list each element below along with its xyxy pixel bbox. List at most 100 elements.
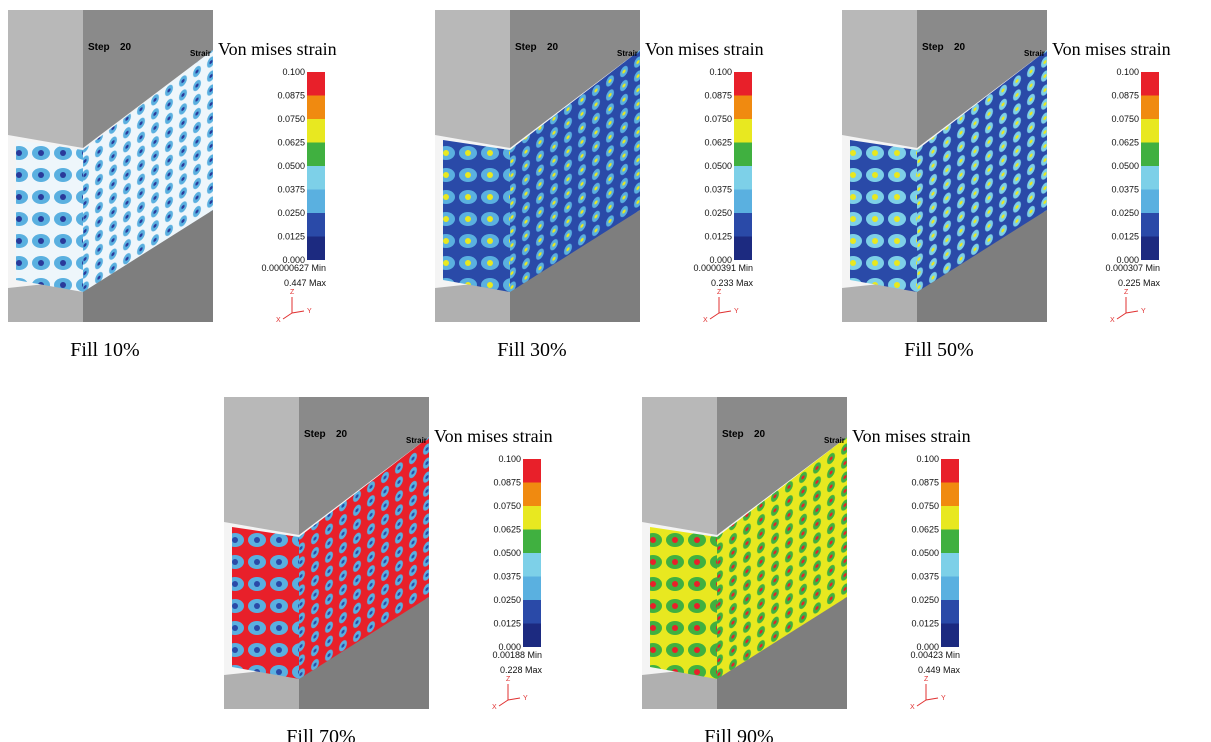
colorbar-band [734, 142, 752, 166]
colorbar-band [523, 553, 541, 577]
min-label: 0.0000391 Min [693, 263, 753, 273]
caption: Fill 30% [497, 339, 566, 361]
scale-label: 0.0625 [1111, 138, 1139, 148]
axis-x-label: X [276, 317, 281, 324]
axis-y-label: Y [734, 308, 739, 315]
scale-label: 0.0125 [704, 232, 732, 242]
colorbar-band [523, 482, 541, 506]
colorbar-band [523, 623, 541, 647]
colorbar-band [1141, 166, 1159, 190]
caption: Fill 90% [704, 726, 773, 742]
caption: Fill 70% [286, 726, 355, 742]
colorbar-band [1141, 213, 1159, 237]
legend-title: Von mises strain [645, 39, 764, 59]
scale-label: 0.0875 [704, 91, 732, 101]
axis-x [1116, 312, 1127, 320]
colorbar-band [307, 142, 325, 166]
caption: Fill 10% [70, 339, 139, 361]
colorbar-band [307, 213, 325, 237]
colorbar-band [307, 189, 325, 213]
upper-clamp-right [299, 397, 429, 535]
specimen-right [510, 50, 640, 292]
step-label: Step [88, 42, 110, 53]
axis-z-label: Z [290, 289, 295, 296]
strain-tag: Strair [824, 436, 845, 445]
colorbar-band [523, 459, 541, 483]
min-label: 0.00423 Min [910, 650, 960, 660]
scale-label: 0.0125 [493, 619, 521, 629]
axis-y [1125, 310, 1139, 314]
axis-x [916, 699, 927, 707]
max-label: 0.225 Max [1118, 278, 1161, 288]
scale-label: 0.0875 [493, 478, 521, 488]
colorbar-band [941, 553, 959, 577]
colorbar-band [307, 119, 325, 143]
colorbar-band [941, 459, 959, 483]
panel: Step 20 Strair Von mises strain 0.100 0.0875 0… [224, 397, 553, 742]
lower-clamp-top [842, 280, 917, 322]
scale-label: 0.0750 [1111, 114, 1139, 124]
specimen-right [299, 437, 429, 679]
upper-clamp-right [717, 397, 847, 535]
colorbar-band [941, 623, 959, 647]
scale-label: 0.0500 [277, 161, 305, 171]
colorbar-band [734, 72, 752, 96]
step-value: 20 [954, 42, 966, 53]
scale-label: 0.000 [498, 642, 521, 652]
colorbar-band [307, 72, 325, 96]
scale-label: 0.0375 [704, 185, 732, 195]
scale-label: 0.0750 [493, 501, 521, 511]
scale-label: 0.0625 [277, 138, 305, 148]
axis-x-label: X [492, 704, 497, 711]
axis-z-label: Z [717, 289, 722, 296]
axis-x [498, 699, 509, 707]
colorbar-band [734, 189, 752, 213]
axis-y-label: Y [307, 308, 312, 315]
specimen-left [16, 140, 83, 292]
scale-label: 0.0500 [493, 548, 521, 558]
specimen-right [717, 437, 847, 679]
legend-title: Von mises strain [852, 426, 971, 446]
scale-label: 0.0375 [1111, 185, 1139, 195]
scale-label: 0.000 [1116, 255, 1139, 265]
lower-clamp-top [435, 280, 510, 322]
max-label: 0.447 Max [284, 278, 327, 288]
scale-label: 0.0875 [1111, 91, 1139, 101]
upper-clamp-left [842, 10, 917, 148]
caption: Fill 50% [904, 339, 973, 361]
max-label: 0.228 Max [500, 665, 543, 675]
scale-label: 0.0375 [277, 185, 305, 195]
axis-y [925, 697, 939, 701]
colorbar-band [941, 506, 959, 530]
scale-label: 0.0750 [704, 114, 732, 124]
upper-clamp-right [510, 10, 640, 148]
axis-y [291, 310, 305, 314]
colorbar-band [1141, 72, 1159, 96]
lower-clamp-top [642, 667, 717, 709]
scale-label: 0.0625 [911, 525, 939, 535]
colorbar-band [523, 576, 541, 600]
axis-y-label: Y [941, 695, 946, 702]
lower-clamp-top [224, 667, 299, 709]
step-label: Step [304, 429, 326, 440]
specimen-right [917, 50, 1047, 292]
colorbar-band [523, 600, 541, 624]
axis-x [709, 312, 720, 320]
scale-label: 0.0375 [493, 572, 521, 582]
scale-label: 0.0625 [493, 525, 521, 535]
scale-label: 0.000 [282, 255, 305, 265]
scale-label: 0.0250 [493, 595, 521, 605]
step-label: Step [722, 429, 744, 440]
scale-label: 0.0125 [911, 619, 939, 629]
scale-label: 0.0875 [277, 91, 305, 101]
scale-label: 0.0750 [911, 501, 939, 511]
specimen-left [650, 527, 717, 679]
colorbar-band [307, 236, 325, 260]
panel: Step 20 Strair Von mises strain 0.100 0.0875 0… [842, 10, 1171, 361]
min-label: 0.00188 Min [492, 650, 542, 660]
scale-label: 0.100 [498, 454, 521, 464]
step-label: Step [515, 42, 537, 53]
legend-title: Von mises strain [434, 426, 553, 446]
min-label: 0.00000627 Min [261, 263, 326, 273]
axis-y [507, 697, 521, 701]
